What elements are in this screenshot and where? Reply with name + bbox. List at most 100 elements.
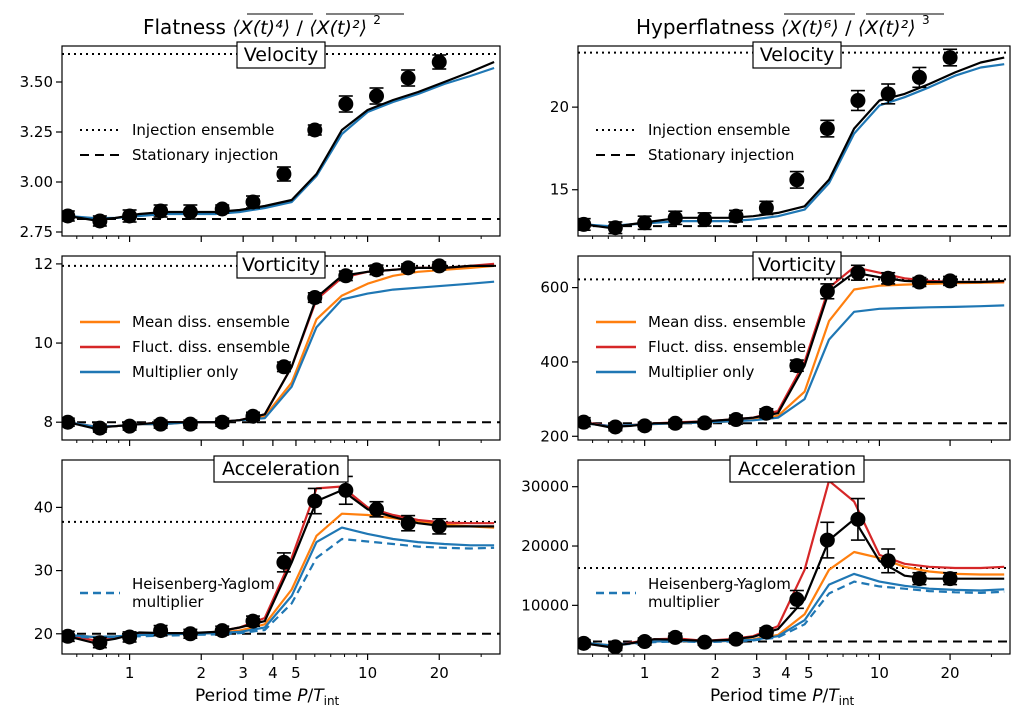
data-point [911,66,927,89]
data-point [758,624,774,640]
xlabel-left: Period time P/Tint [195,686,340,708]
x-tick-label: 5 [804,664,814,682]
data-point [578,635,592,651]
data-point [400,260,416,276]
legend-entry: multiplier [132,593,204,611]
data-point [338,268,354,284]
data-point [431,517,447,535]
y-tick-label: 10 [34,334,53,352]
legend: Mean diss. ensemble Fluct. diss. ensemble… [596,313,806,381]
y-tick-label: 20000 [521,537,569,555]
y-tick-label: 8 [43,413,53,431]
panel-frame [577,45,1011,237]
x-tick-label: 20 [941,664,960,682]
x-tick-label: 3 [238,664,248,682]
svg-text:Acceleration: Acceleration [738,458,856,480]
data-point [338,95,354,113]
panel-label: Velocity [752,41,842,69]
data-point [92,635,108,651]
data-point [400,69,416,87]
panel-label: Vorticity [236,251,326,279]
data-point [431,54,447,70]
y-tick-label: 3.50 [20,73,53,91]
legend-entry: Stationary injection [648,146,794,164]
data-point [728,631,744,647]
y-tick-label: 3.00 [20,173,53,191]
x-tick-label: 20 [430,664,449,682]
data-point [245,613,261,629]
data-point [667,210,683,226]
data-point [214,414,230,430]
y-tick-label: 40 [34,498,53,516]
data-point [789,589,805,610]
data-point [637,418,653,434]
data-point [667,629,683,645]
svg-text:Acceleration: Acceleration [222,458,340,480]
y-tick-label: 200 [540,427,569,445]
data-point [369,262,385,278]
svg-text:Flatness ⟨X(t)⁴⟩: Flatness ⟨X(t)⁴⟩ / ⟨X(t)²⟩ 2 [143,13,381,39]
legend-entry: Heisenberg-Yaglom [132,575,275,593]
legend-entry: Fluct. diss. ensemble [648,338,806,356]
legend-entry: Mean diss. ensemble [648,313,806,331]
y-tick-label: 3.25 [20,123,53,141]
panel-label: Acceleration [213,455,349,483]
data-point [182,626,198,642]
panel-flatness-vorticity: 8 10 12 Vorticity Mean diss. ensemble Fluct. … [34,251,501,446]
data-point [607,419,623,435]
data-point [122,208,138,224]
col-title-hyperflatness-word: Hyperflatness [636,15,775,39]
y-tick-label: 15 [550,181,569,199]
y-tick-label: 20 [550,98,569,116]
svg-text:Velocity: Velocity [760,44,835,66]
legend: Injection ensemble Stationary injection [596,121,794,164]
data-point [728,208,744,224]
data-point [153,623,169,639]
y-tick-label: 30 [34,562,53,580]
series-line-blue [67,66,495,220]
data-point [880,83,896,105]
data-point [122,418,138,434]
data-point [276,359,292,375]
col-title-hyperflatness: Hyperflatness ⟨X(t)⁶⟩ / ⟨X(t)²⟩ 3 [636,13,944,39]
svg-text:Vorticity: Vorticity [242,254,320,276]
data-point [122,629,138,645]
data-point [758,405,774,421]
data-point [214,201,230,217]
x-tick-label: 1 [125,664,135,682]
data-point [62,208,76,224]
y-tick-label: 12 [34,255,53,273]
data-point [942,571,958,587]
legend-entry: Injection ensemble [648,121,790,139]
legend-entry: Mean diss. ensemble [132,313,290,331]
data-point [307,290,323,306]
panel-hyperflatness-velocity: 15 20 Velocity Injection ensemble Stationary… [550,41,1011,242]
data-point [276,552,292,573]
data-point [819,283,835,300]
data-point [607,639,623,654]
panel-frame [61,45,501,237]
panel-label: Vorticity [752,251,842,279]
data-point [92,420,108,436]
data-point [307,487,323,515]
data-point [850,89,866,112]
y-tick-label: 20 [34,625,53,643]
data-point [607,220,623,236]
data-point [62,414,76,430]
panel-label: Velocity [236,41,326,69]
panel-hyperflatness-vorticity: 200 400 600 Vorticity Mean diss. ensemble Flu… [540,251,1011,446]
data-point [369,500,385,518]
data-point [697,415,713,431]
y-tick-label: 2.75 [20,223,53,241]
data-point [214,623,230,639]
data-point [307,122,323,138]
data-point [880,548,896,574]
y-tick-label: 600 [540,279,569,297]
data-point [697,634,713,650]
data-point [789,358,805,374]
legend: Mean diss. ensemble Fluct. diss. ensemble… [80,313,290,381]
legend-entry: Heisenberg-Yaglom [648,575,791,593]
data-point [728,412,744,428]
